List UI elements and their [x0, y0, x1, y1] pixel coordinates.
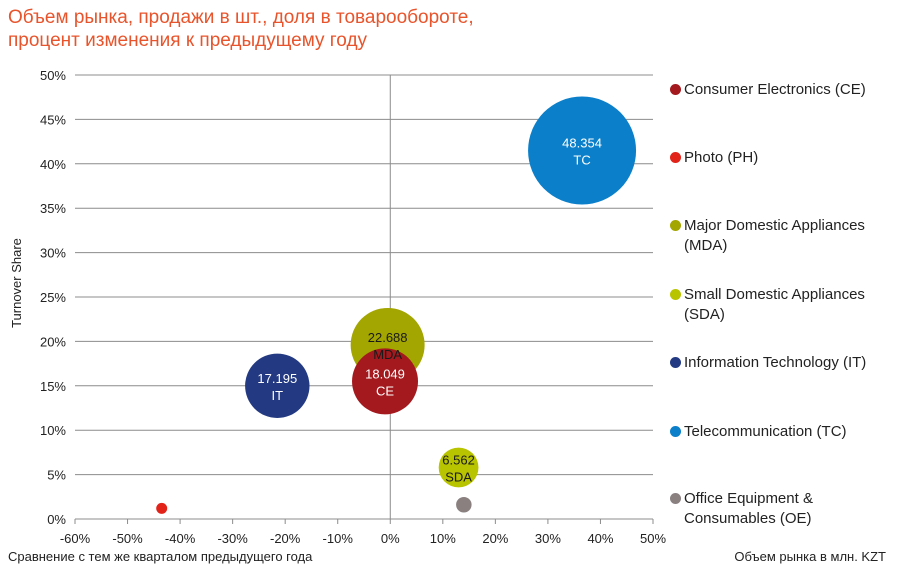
y-tick-label: 50% [40, 68, 66, 83]
bubble-value-label: 17.195 [257, 371, 297, 386]
legend-label: Photo (PH) [684, 149, 759, 166]
y-tick-label: 20% [40, 334, 66, 349]
x-tick-label: 20% [482, 531, 508, 546]
x-tick-label: 30% [535, 531, 561, 546]
legend-item: Office Equipment & Consumables (OE) [670, 489, 895, 529]
bubble-size-caption: Объем рынка в млн. KZT [734, 549, 886, 564]
bubble-category-label: CE [376, 383, 394, 398]
x-tick-label: -60% [60, 531, 91, 546]
legend-item: Information Technology (IT) [670, 353, 895, 373]
x-tick-label: -20% [270, 531, 301, 546]
y-tick-label: 25% [40, 290, 66, 305]
x-tick-label: 40% [587, 531, 613, 546]
y-tick-label: 0% [47, 512, 66, 527]
legend-item: Photo (PH) [670, 148, 895, 168]
y-tick-label: 15% [40, 379, 66, 394]
x-tick-label: -50% [112, 531, 143, 546]
legend-marker [670, 289, 681, 300]
legend-marker [670, 493, 681, 504]
x-tick-label: 0% [381, 531, 400, 546]
x-axis-caption: Сравнение с тем же кварталом предыдущего… [8, 549, 313, 564]
bubble-category-label: SDA [445, 469, 472, 484]
x-tick-label: 50% [640, 531, 666, 546]
bubble-sda [438, 447, 479, 488]
y-tick-label: 35% [40, 201, 66, 216]
legend-label: Telecommunication (TC) [684, 423, 847, 440]
bubble-value-label: 22.688 [368, 330, 408, 345]
x-tick-label: -30% [217, 531, 248, 546]
bubble-category-label: MDA [373, 347, 402, 362]
bubble-category-label: IT [272, 388, 284, 403]
bubble-category-label: TC [573, 152, 590, 167]
legend-label: Consumer Electronics (CE) [684, 81, 866, 98]
legend-label-continued: Consumables (OE) [684, 510, 812, 527]
legend-label: Office Equipment & [684, 490, 813, 507]
legend-marker [670, 357, 681, 368]
bubble-ph [156, 502, 168, 514]
x-tick-label: 10% [430, 531, 456, 546]
y-axis-label: Turnover Share [9, 238, 24, 328]
axes: 0% 5% 10% 15% 20% 25% 30% 35% 40% 45% 50% -60% -50% -… [40, 68, 666, 546]
y-tick-label: 30% [40, 246, 66, 261]
bubble-value-label: 48.354 [562, 135, 602, 150]
y-tick-label: 5% [47, 468, 66, 483]
bubble-value-label: 18.049 [365, 366, 405, 381]
bubble-tc [528, 96, 637, 205]
bubble-ce [352, 348, 419, 415]
legend-label-continued: (SDA) [684, 306, 725, 323]
chart-title-line-2: процент изменения к предыдущему году [8, 30, 368, 51]
legend-item: Small Domestic Appliances (SDA) [670, 285, 895, 325]
x-tick-label: -10% [323, 531, 354, 546]
y-tick-label: 40% [40, 157, 66, 172]
legend-item: Telecommunication (TC) [670, 422, 895, 442]
bubbles: 48.354 TC 22.688 MDA 18.049 CE 17.195 IT 6.562 SD… [156, 96, 637, 514]
bubble-oe [456, 497, 472, 513]
legend-label: Small Domestic Appliances [684, 286, 865, 303]
chart-title-line-1: Объем рынка, продажи в шт., доля в товар… [8, 7, 474, 28]
y-tick-label: 10% [40, 423, 66, 438]
bubble-it [245, 353, 310, 419]
legend-item: Consumer Electronics (CE) [670, 80, 895, 100]
legend-item: Major Domestic Appliances (MDA) [670, 216, 895, 256]
bubble-value-label: 6.562 [442, 452, 475, 467]
legend-marker [670, 152, 681, 163]
legend-label: Major Domestic Appliances [684, 217, 865, 234]
legend-label: Information Technology (IT) [684, 354, 867, 371]
x-tick-label: -40% [165, 531, 196, 546]
legend-label-continued: (MDA) [684, 237, 728, 254]
y-tick-label: 45% [40, 112, 66, 127]
legend-marker [670, 84, 681, 95]
legend-marker [670, 426, 681, 437]
legend-marker [670, 220, 681, 231]
chart-title: Объем рынка, продажи в шт., доля в товар… [8, 6, 628, 52]
